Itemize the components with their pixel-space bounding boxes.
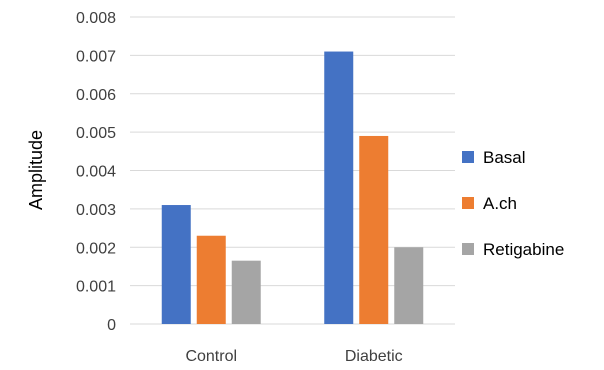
bar-basal-diabetic [324,51,354,324]
y-tick-label: 0.002 [76,240,116,257]
legend-swatch [462,151,474,163]
x-tick-label: Diabetic [345,348,403,365]
legend-label: Retigabine [483,240,564,259]
bar-basal-control [161,205,191,324]
y-tick-label: 0 [107,317,116,334]
y-tick-label: 0.004 [76,164,116,181]
y-axis-title: Amplitude [26,130,46,210]
legend: Basal A.ch Retigabine [462,148,564,259]
y-tick-label: 0.008 [76,10,116,27]
y-tick-label: 0.003 [76,202,116,219]
y-tick-label: 0.005 [76,125,116,142]
x-tick-label: Control [185,348,237,365]
legend-label: Basal [483,148,526,167]
y-axis-ticks: 0 0.001 0.002 0.003 0.004 0.005 0.006 0.007 0.00… [76,10,116,334]
legend-swatch [462,243,474,255]
x-axis-ticks: Control Diabetic [185,348,402,365]
legend-swatch [462,197,474,209]
bar-a-ch-diabetic [359,135,389,324]
bar-a-ch-control [196,235,226,324]
bars [161,51,424,324]
y-tick-label: 0.001 [76,279,116,296]
legend-label: A.ch [483,194,517,213]
bar-retigabine-control [231,260,261,324]
y-tick-label: 0.007 [76,48,116,65]
bar-retigabine-diabetic [394,247,424,324]
y-tick-label: 0.006 [76,87,116,104]
